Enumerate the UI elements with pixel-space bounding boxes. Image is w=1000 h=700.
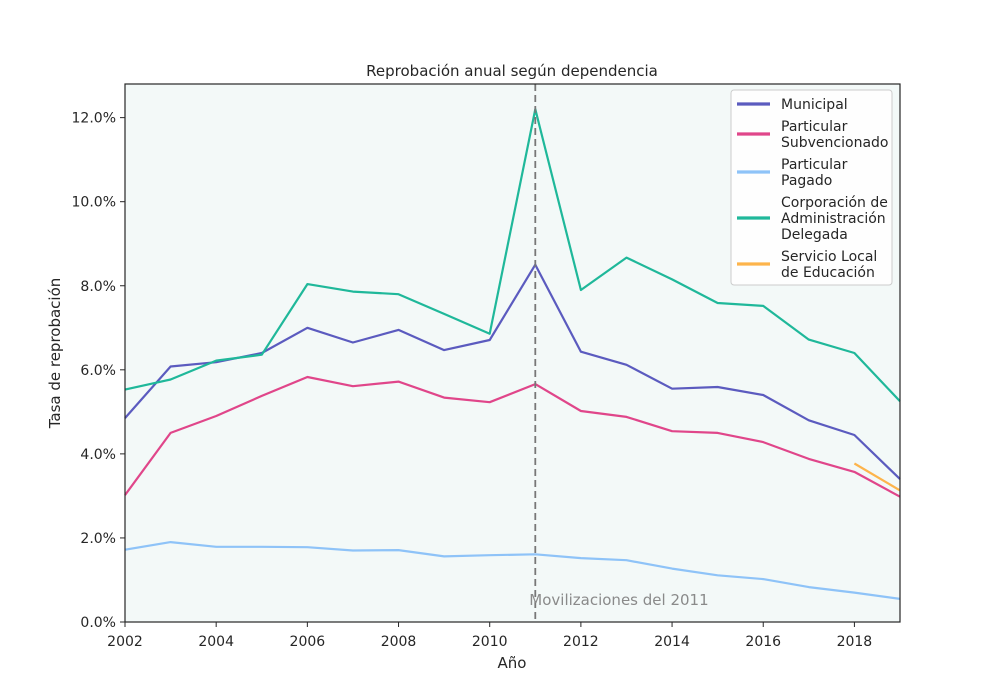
legend-label-1: Subvencionado	[781, 135, 888, 151]
legend: MunicipalParticularSubvencionadoParticul…	[730, 89, 893, 286]
chart-title: Reprobación anual según dependencia	[366, 62, 658, 80]
x-tick-label: 2004	[198, 634, 234, 650]
legend-label-1: Particular	[781, 119, 848, 135]
plot-frame	[124, 83, 901, 623]
x-tick-label: 2014	[654, 634, 690, 650]
y-tick-label: 4.0%	[80, 447, 116, 463]
legend-label-3: Administración	[781, 211, 886, 227]
x-tick-label: 2018	[837, 634, 873, 650]
series-layer	[124, 108, 901, 600]
x-tick-label: 2010	[472, 634, 508, 650]
series-line-2	[124, 540, 901, 600]
series-line-3	[124, 108, 901, 403]
legend-label-3: Delegada	[781, 227, 848, 243]
x-axis: 2002 2004 2006 2008 2010 2012 2014 2016 2018	[107, 622, 872, 650]
x-tick-label: 2012	[563, 634, 599, 650]
x-axis-title: Año	[498, 654, 527, 672]
x-tick-label: 2002	[107, 634, 143, 650]
y-axis: 0.0% 2.0% 4.0% 6.0% 8.0% 10.0% 12.0%	[72, 111, 125, 631]
x-tick-label: 2008	[381, 634, 417, 650]
legend-label-2: Particular	[781, 157, 848, 173]
legend-label-0: Municipal	[781, 97, 848, 113]
event-annotation: Movilizaciones del 2011	[529, 591, 708, 609]
legend-label-2: Pagado	[781, 173, 832, 189]
series-line-4	[853, 462, 901, 492]
series-line-0	[124, 263, 901, 480]
y-tick-label: 10.0%	[72, 195, 116, 211]
y-axis-title: Tasa de reprobación	[46, 278, 64, 430]
y-tick-label: 2.0%	[80, 531, 116, 547]
y-tick-label: 8.0%	[80, 279, 116, 295]
legend-frame	[730, 89, 893, 286]
y-tick-label: 0.0%	[80, 615, 116, 631]
series-line-1	[124, 375, 901, 498]
legend-label-3: Corporación de	[781, 195, 888, 211]
y-tick-label: 6.0%	[80, 363, 116, 379]
legend-label-4: de Educación	[781, 265, 875, 281]
y-tick-label: 12.0%	[72, 111, 116, 127]
legend-label-4: Servicio Local	[781, 249, 877, 265]
x-tick-label: 2006	[290, 634, 326, 650]
x-tick-label: 2016	[745, 634, 781, 650]
